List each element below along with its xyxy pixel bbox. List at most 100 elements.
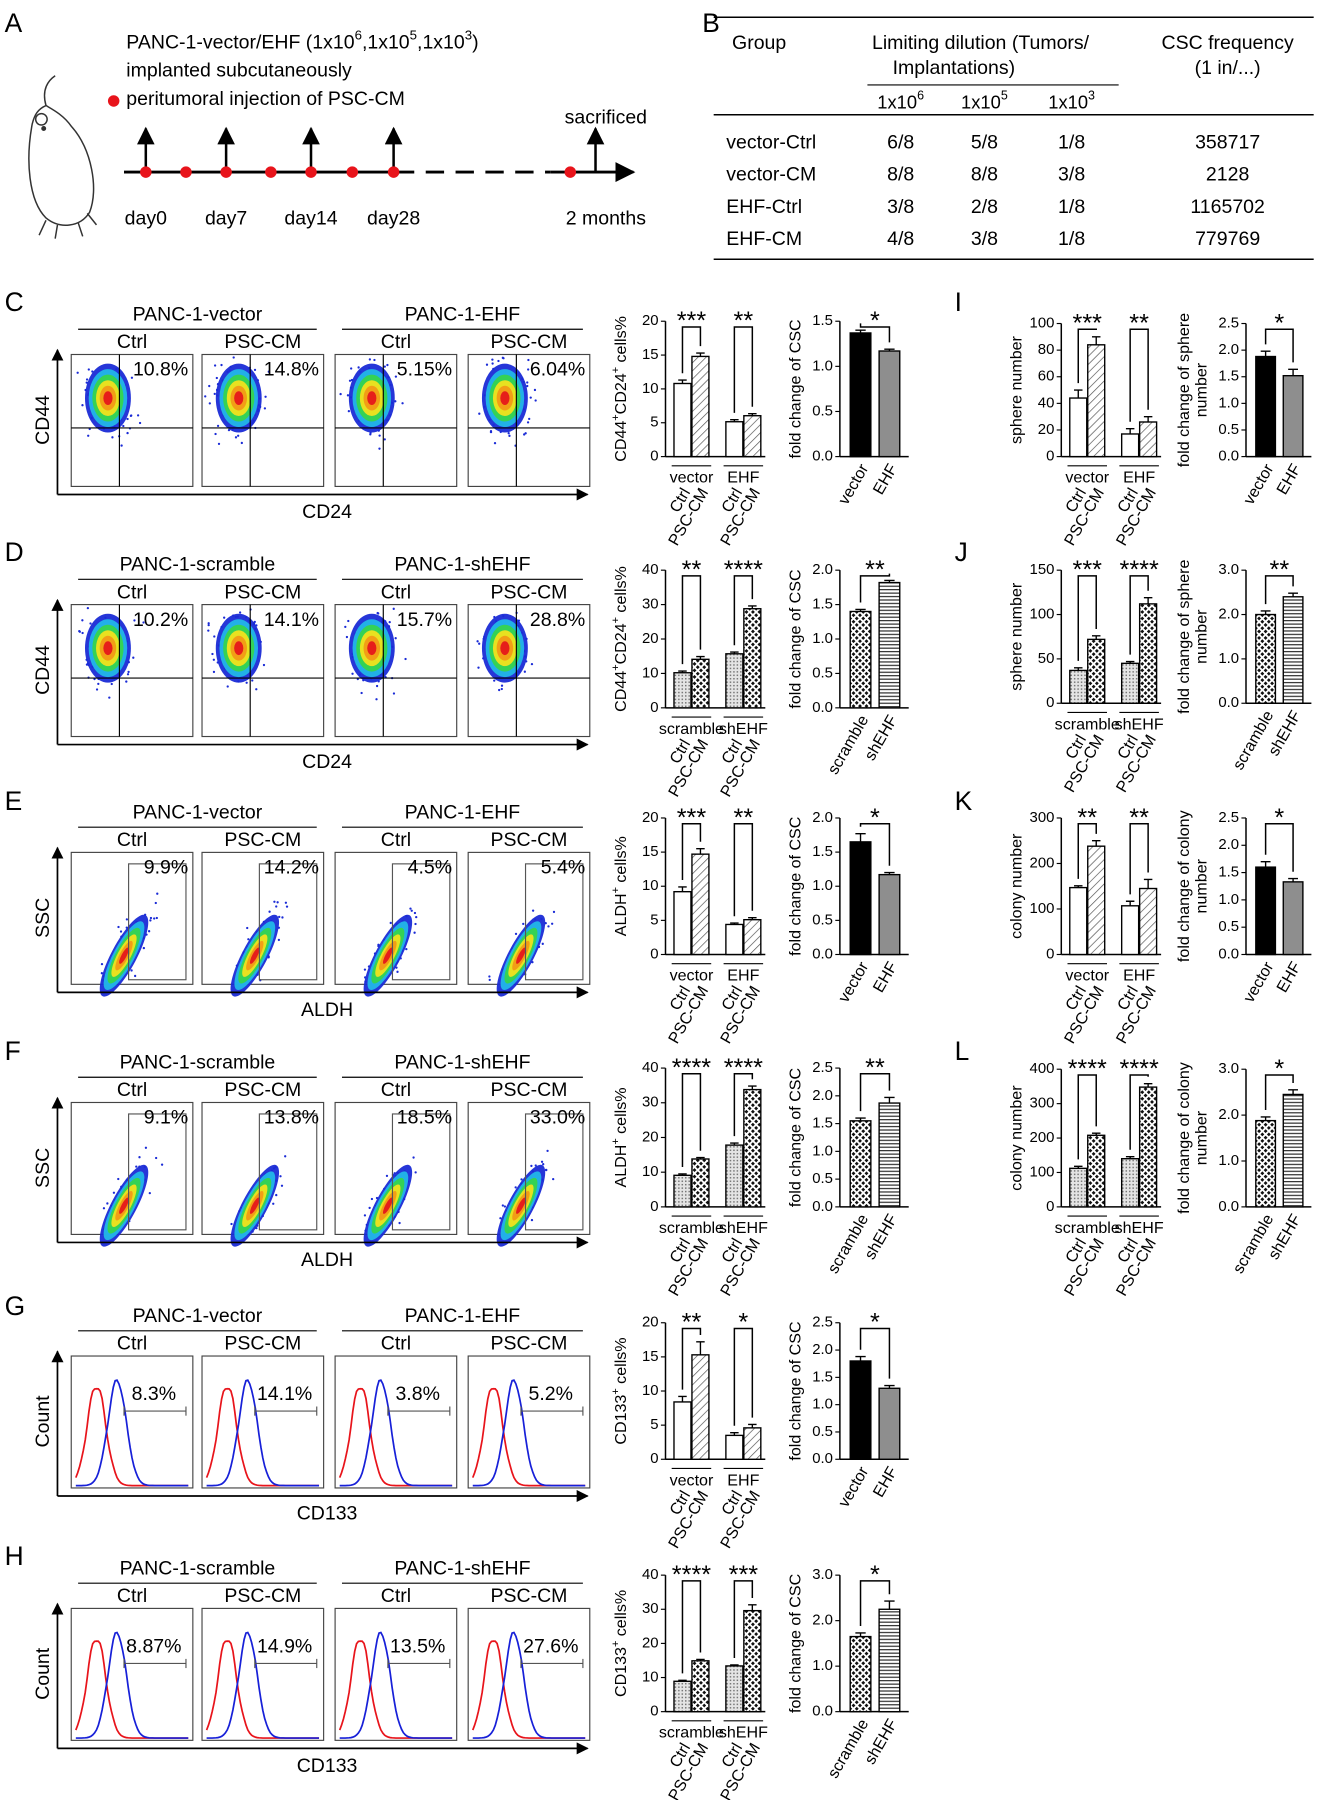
event-dot [223, 616, 226, 619]
x-axis-label: CD24 [302, 501, 352, 523]
event-dot [100, 962, 104, 966]
condition-label: Ctrl [117, 829, 147, 851]
sig-bracket [859, 573, 891, 603]
event-dot [276, 901, 279, 904]
y-tick-label: 1.0 [1218, 651, 1239, 667]
sig-bracket [1077, 575, 1097, 661]
event-dot [545, 1168, 548, 1172]
y-tick-label: 0.5 [1218, 422, 1239, 438]
flow-plot [201, 604, 325, 738]
flow-plot [467, 1355, 591, 1489]
bar [1087, 1134, 1106, 1208]
condition-label: PSC-CM [224, 1333, 301, 1355]
event-dot [135, 1165, 138, 1168]
y-axis-label: CD44 [32, 645, 54, 695]
sig-bracket [1077, 1074, 1097, 1160]
y-axis-label: CD133+ cells% [610, 1337, 630, 1444]
event-dot [255, 688, 258, 691]
y-tick-label: 2.0 [812, 562, 833, 578]
error-bar [1143, 596, 1153, 604]
y-tick-label: 1.0 [1218, 395, 1239, 411]
y-tick-label: 1.5 [812, 844, 833, 860]
gate-percent: 27.6% [523, 1636, 578, 1658]
table-cell: 3/8 [887, 196, 914, 218]
gate-percent: 13.8% [264, 1107, 319, 1129]
group-header: PANC-1-vector [133, 304, 263, 326]
group-label: EHF [727, 1471, 759, 1489]
gate-percent: 14.2% [264, 857, 319, 879]
y-tick-label: 15 [642, 347, 659, 363]
gate [128, 1113, 187, 1231]
y-tick-label: 20 [642, 313, 659, 329]
sig-bracket [681, 326, 702, 374]
schedule-implant: implanted subcutaneously [126, 59, 352, 81]
event-dot [398, 1221, 401, 1225]
event-dot [126, 431, 129, 435]
error-bar [1091, 840, 1101, 847]
y-tick-label: 20 [642, 1635, 659, 1651]
bar [1255, 1119, 1277, 1208]
x-tick-label: scramble [824, 712, 872, 777]
bar [743, 918, 762, 956]
condition-label: Ctrl [117, 331, 147, 353]
group-label: shEHF [719, 1724, 768, 1742]
y-tick-label: 15 [642, 1349, 659, 1365]
error-bar [855, 329, 866, 333]
bar [1069, 397, 1088, 458]
group-label: EHF [1123, 469, 1155, 487]
bar [878, 1387, 901, 1460]
sig-bracket [859, 1327, 891, 1379]
gate-percent: 18.5% [397, 1107, 452, 1129]
event-dot [279, 1175, 282, 1178]
error-bar [1125, 660, 1135, 664]
error-bar [696, 1341, 705, 1355]
bar [725, 421, 744, 458]
group-header: PANC-1-EHF [405, 1305, 521, 1327]
table-cell: 8/8 [887, 164, 914, 186]
day-label: day0 [125, 207, 167, 229]
text-part: fold change of CSC [787, 319, 805, 458]
flow-plot [70, 1101, 194, 1247]
sig-stars: *** [729, 1561, 759, 1589]
sig-stars: *** [677, 307, 707, 335]
table-cell: 2/8 [971, 196, 998, 218]
event-dot [262, 663, 266, 667]
superscript: + [610, 1138, 622, 1144]
error-bar [884, 1096, 895, 1104]
y-axis-label: SSC [32, 898, 54, 938]
condition-label: Ctrl [381, 581, 411, 603]
density-contour [249, 947, 260, 964]
table-cell: 3/8 [971, 228, 998, 250]
event-dot [500, 687, 503, 691]
sig-stars: ** [1270, 556, 1290, 584]
event-dot [284, 1155, 287, 1158]
text-part: CD44 [612, 671, 630, 712]
table-cell: EHF-CM [726, 228, 802, 250]
bar [673, 1680, 692, 1713]
density-contour [383, 947, 393, 964]
event-dot [125, 918, 129, 921]
event-dot [409, 907, 412, 910]
event-dot [541, 942, 544, 945]
event-dot [138, 1156, 141, 1159]
event-dot [368, 1206, 371, 1210]
event-dot [488, 975, 491, 978]
sig-stars: ** [682, 1309, 702, 1337]
y-tick-label: 0 [1046, 449, 1054, 465]
event-dot [154, 901, 157, 905]
y-tick-label: 2.0 [1218, 606, 1239, 622]
event-dot [160, 1163, 164, 1166]
injection-dot [346, 166, 359, 178]
event-dot [507, 432, 510, 435]
bar [691, 1354, 710, 1460]
y-axis-label: fold change of sphere [1175, 559, 1193, 713]
gate-percent: 33.0% [530, 1107, 585, 1129]
error-bar [748, 916, 757, 920]
text-part: ,1x10 [362, 32, 410, 54]
group-header: PANC-1-scramble [120, 1558, 276, 1580]
event-dot [377, 943, 380, 946]
bar [725, 923, 744, 956]
table-cell: 6/8 [887, 132, 914, 154]
bar [1282, 1093, 1304, 1208]
